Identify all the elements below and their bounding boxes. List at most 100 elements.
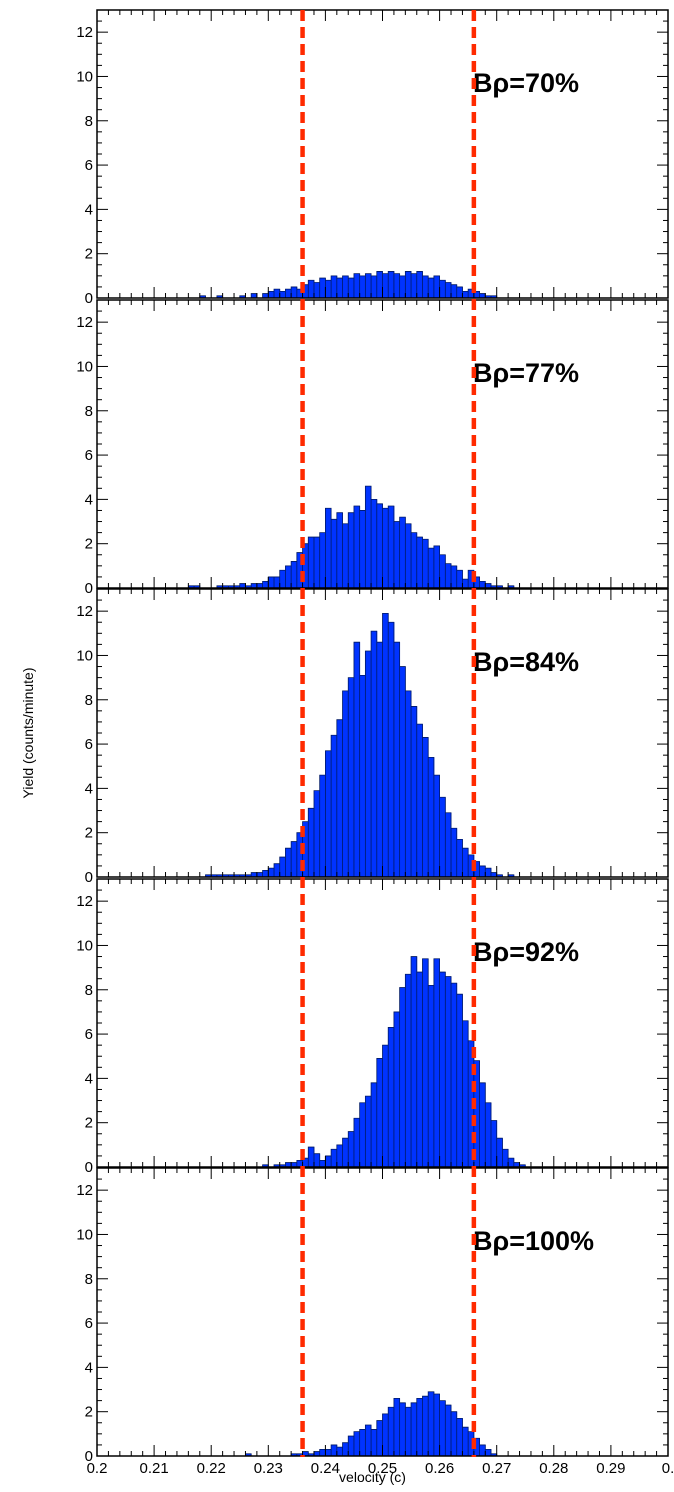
histogram-bar: [291, 841, 298, 877]
histogram-bar: [485, 295, 492, 298]
panel-3: 0 2 4 6 8 10 12 Bρ=84%: [76, 588, 669, 886]
y-tick-label: 4: [85, 780, 93, 797]
histogram-bar: [251, 293, 258, 298]
histogram-bar: [365, 651, 372, 877]
histogram-bar: [462, 579, 469, 588]
y-tick-label: 8: [85, 1271, 93, 1288]
histogram-bar: [490, 295, 498, 298]
histogram-bar: [382, 1045, 389, 1167]
y-tick-label: 10: [76, 937, 93, 954]
histogram-bar: [262, 870, 269, 877]
histogram-bar: [342, 1442, 349, 1456]
histogram-bar: [508, 874, 515, 877]
histogram-bar: [451, 983, 458, 1167]
histogram-bar: [285, 1162, 292, 1167]
histogram-bar: [348, 1436, 355, 1456]
x-tick-label: 0.25: [368, 1460, 397, 1477]
histogram-bar: [490, 1453, 498, 1456]
histogram-bar: [336, 278, 343, 298]
histogram-bar: [496, 1138, 503, 1167]
histogram-bar: [291, 286, 298, 298]
x-tick-label: 0.29: [596, 1460, 625, 1477]
histogram-bar: [365, 273, 372, 298]
panel-label: Bρ=77%: [473, 358, 579, 388]
histogram-bar: [319, 1449, 326, 1456]
y-axis-title: Yield (counts/minute): [20, 668, 36, 799]
histogram-bar: [216, 874, 224, 877]
histogram-bar: [336, 512, 343, 588]
y-tick-label: 6: [85, 447, 93, 464]
y-tick-label: 4: [85, 1359, 93, 1376]
histogram-bar: [348, 512, 355, 588]
histogram-bar: [485, 583, 492, 588]
histogram-bar: [456, 1418, 463, 1456]
histogram-bar: [428, 548, 435, 588]
x-tick-label: 0.24: [311, 1460, 340, 1477]
histogram-bar: [439, 554, 446, 588]
histogram-bar: [245, 585, 252, 588]
histogram-bar: [302, 821, 309, 877]
y-tick-label: 8: [85, 403, 93, 420]
histogram-outline: [205, 612, 515, 877]
panel-label: Bρ=84%: [473, 647, 579, 677]
histogram-bar: [433, 1393, 440, 1456]
histogram-bar: [302, 543, 309, 588]
histogram-bar: [274, 576, 281, 588]
histogram-bar: [462, 848, 469, 877]
histogram-bar: [371, 1429, 378, 1456]
histogram-bar: [485, 1449, 492, 1456]
x-tick-label: 0.27: [482, 1460, 511, 1477]
histogram-bar: [405, 974, 412, 1167]
panel-4: 0 2 4 6 8 10 12 Bρ=92%: [76, 878, 669, 1176]
histogram-outline: [199, 271, 498, 298]
histogram-bar: [399, 1402, 406, 1456]
y-tick-label: 8: [85, 113, 93, 130]
histogram-bar: [325, 508, 332, 588]
histogram-bar: [473, 291, 480, 298]
histogram-bar: [445, 812, 452, 877]
histogram-bar: [376, 1058, 383, 1167]
panel-5: 0 2 4 6 8 10 12 Bρ=100%: [76, 1167, 669, 1465]
histogram-bar: [348, 278, 355, 298]
histogram-bar: [302, 284, 309, 298]
histogram-bar: [473, 861, 480, 877]
histogram-bar: [376, 503, 383, 588]
histogram-bar: [422, 1396, 429, 1456]
histogram-bar: [245, 1453, 252, 1456]
histogram-bar: [428, 278, 435, 298]
x-tick-label: 0.28: [539, 1460, 568, 1477]
histogram-bar: [308, 1147, 315, 1167]
histogram-bar: [456, 994, 463, 1167]
histogram-bar: [393, 642, 401, 877]
histogram-bar: [296, 1160, 303, 1167]
histogram-bar: [291, 1453, 298, 1456]
histogram-bar: [194, 585, 201, 588]
panel-frame: [96, 1167, 669, 1457]
histogram-bar: [359, 510, 366, 588]
panel-label: Bρ=100%: [473, 1226, 594, 1256]
y-tick-label: 10: [76, 1226, 93, 1243]
histogram-bar: [433, 958, 440, 1167]
histogram-bar: [313, 282, 321, 298]
histogram-bar: [353, 506, 361, 588]
histogram-bar: [308, 537, 315, 588]
histogram-bar: [262, 293, 269, 298]
histogram-bar: [468, 1040, 475, 1167]
histogram-bar: [490, 872, 498, 877]
histogram-bar: [468, 854, 475, 877]
y-tick-label: 2: [85, 1115, 93, 1132]
histogram-bar: [274, 863, 281, 877]
histogram-bar: [285, 848, 292, 877]
histogram-bar: [279, 570, 286, 588]
histogram-bar: [296, 1453, 303, 1456]
histogram-bar: [411, 956, 418, 1167]
histogram-bar: [451, 565, 458, 588]
histogram-bar: [479, 865, 486, 877]
histogram-bar: [222, 585, 229, 588]
histogram-bar: [268, 576, 275, 588]
histogram-bar: [331, 1444, 338, 1456]
histogram-bar: [388, 1027, 395, 1167]
y-tick-label: 0: [85, 869, 93, 886]
histogram-bar: [496, 874, 503, 877]
histogram-bar: [296, 289, 303, 298]
